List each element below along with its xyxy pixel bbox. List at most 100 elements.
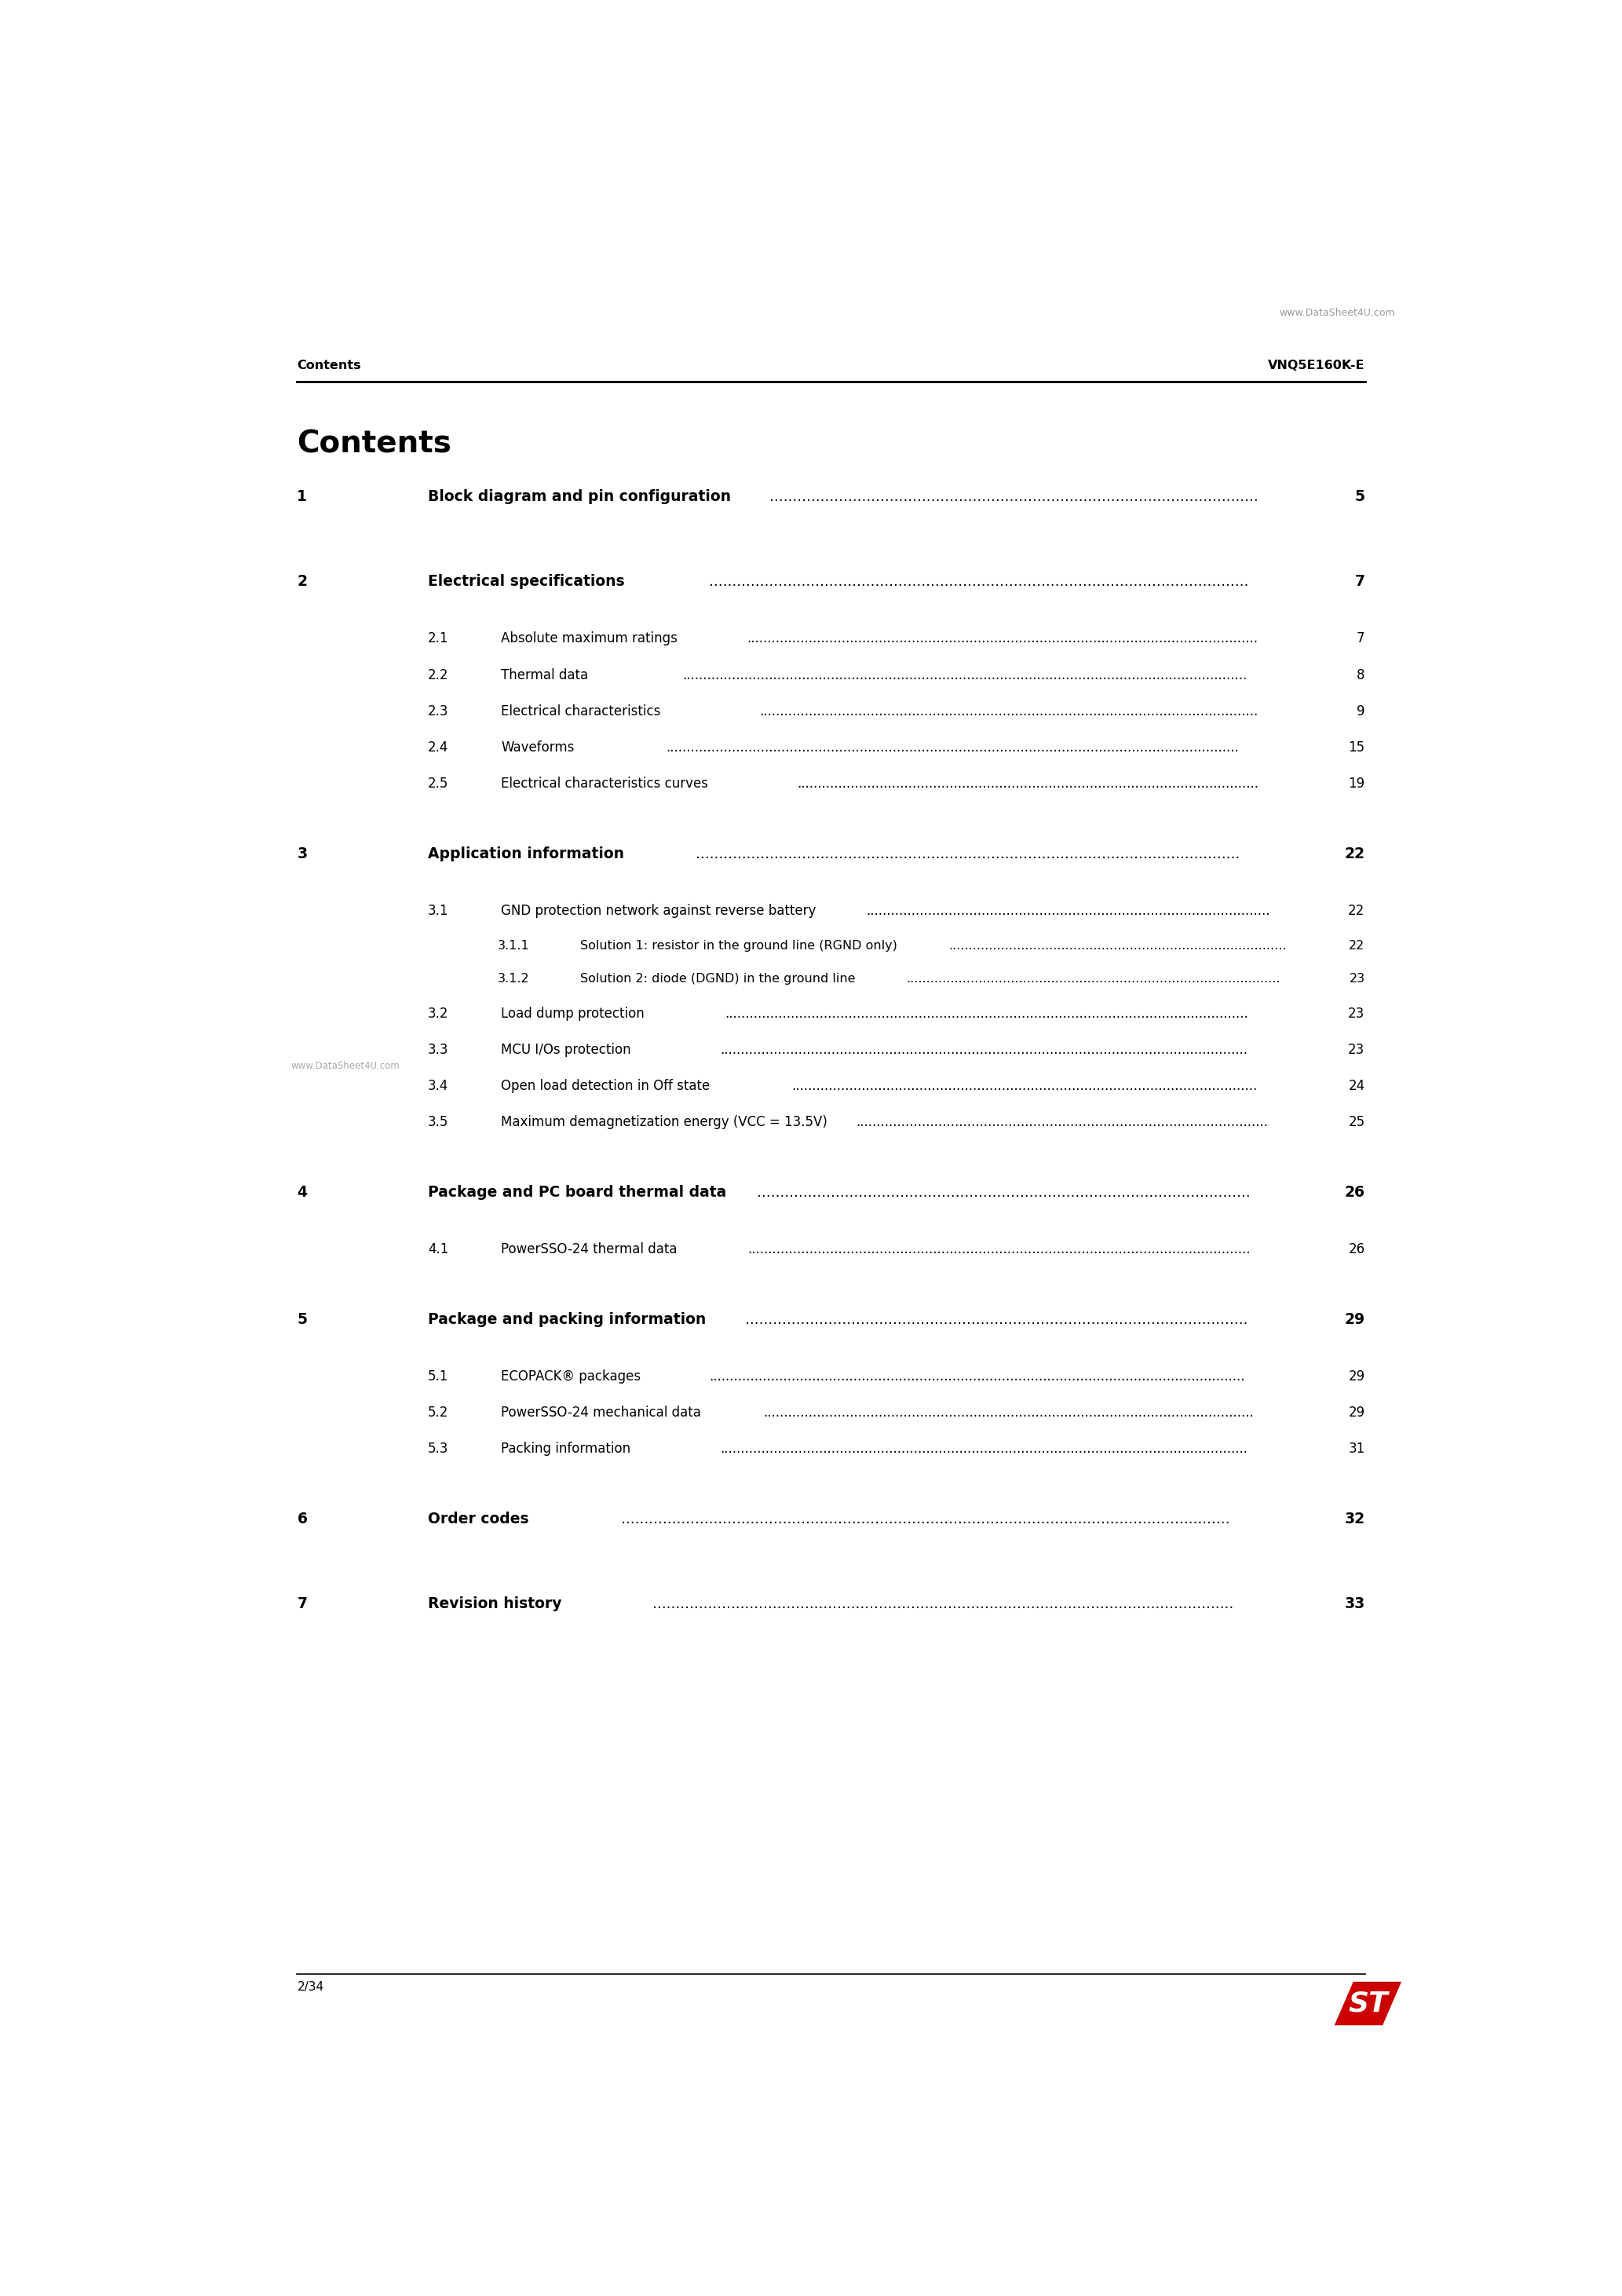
Text: ................................................................................: ........................................… [756, 1185, 1251, 1201]
Text: ST: ST [1348, 1991, 1388, 2016]
Text: 2.4: 2.4 [428, 742, 449, 755]
Text: 31: 31 [1348, 1442, 1364, 1456]
Text: 3: 3 [297, 847, 307, 861]
Text: 15: 15 [1348, 742, 1364, 755]
Text: 2: 2 [297, 574, 307, 590]
Text: 24: 24 [1348, 1079, 1364, 1093]
Text: Application information: Application information [428, 847, 624, 861]
Text: 7: 7 [297, 1596, 307, 1612]
Text: Thermal data: Thermal data [501, 668, 589, 682]
Text: ................................................................................: ........................................… [949, 939, 1286, 953]
Text: Electrical specifications: Electrical specifications [428, 574, 624, 590]
Text: PowerSSO-24 thermal data: PowerSSO-24 thermal data [501, 1242, 676, 1256]
Text: ................................................................................: ........................................… [744, 1311, 1247, 1327]
Text: Solution 2: diode (DGND) in the ground line: Solution 2: diode (DGND) in the ground l… [581, 974, 855, 985]
Text: 1: 1 [297, 489, 307, 505]
Text: 7: 7 [1356, 631, 1364, 645]
Text: ................................................................................: ........................................… [748, 1242, 1251, 1256]
Text: 2.3: 2.3 [428, 705, 449, 719]
Text: ................................................................................: ........................................… [720, 1442, 1247, 1456]
Text: 5.3: 5.3 [428, 1442, 449, 1456]
Text: ................................................................................: ........................................… [866, 905, 1270, 918]
Text: ................................................................................: ........................................… [665, 742, 1239, 755]
Text: 5.2: 5.2 [428, 1405, 449, 1419]
Text: 26: 26 [1345, 1185, 1364, 1201]
Text: Solution 1: resistor in the ground line (RGND only): Solution 1: resistor in the ground line … [581, 939, 897, 953]
Text: Load dump protection: Load dump protection [501, 1006, 644, 1022]
Text: 2.2: 2.2 [428, 668, 449, 682]
Text: 5: 5 [1354, 489, 1364, 505]
Text: 25: 25 [1348, 1116, 1364, 1130]
Text: 8: 8 [1356, 668, 1364, 682]
Text: Revision history: Revision history [428, 1596, 561, 1612]
Text: Waveforms: Waveforms [501, 742, 574, 755]
Polygon shape [1335, 1981, 1401, 2025]
Text: ................................................................................: ........................................… [759, 705, 1259, 719]
Text: 3.2: 3.2 [428, 1006, 449, 1022]
Text: Open load detection in Off state: Open load detection in Off state [501, 1079, 710, 1093]
Text: Contents: Contents [297, 360, 362, 372]
Text: 19: 19 [1348, 776, 1364, 790]
Text: Packing information: Packing information [501, 1442, 631, 1456]
Text: Electrical characteristics curves: Electrical characteristics curves [501, 776, 709, 790]
Text: VNQ5E160K-E: VNQ5E160K-E [1268, 360, 1364, 372]
Text: Package and PC board thermal data: Package and PC board thermal data [428, 1185, 727, 1201]
Text: 3.1.2: 3.1.2 [498, 974, 530, 985]
Text: 32: 32 [1345, 1511, 1364, 1527]
Text: ................................................................................: ........................................… [792, 1079, 1257, 1093]
Text: 3.5: 3.5 [428, 1116, 449, 1130]
Text: Electrical characteristics: Electrical characteristics [501, 705, 660, 719]
Text: 26: 26 [1348, 1242, 1364, 1256]
Text: 29: 29 [1348, 1368, 1364, 1384]
Text: ................................................................................: ........................................… [769, 489, 1259, 505]
Text: 3.1: 3.1 [428, 905, 449, 918]
Text: PowerSSO-24 mechanical data: PowerSSO-24 mechanical data [501, 1405, 701, 1419]
Text: ................................................................................: ........................................… [796, 776, 1259, 790]
Text: ................................................................................: ........................................… [856, 1116, 1268, 1130]
Text: ................................................................................: ........................................… [907, 974, 1280, 985]
Text: 3.3: 3.3 [428, 1042, 449, 1056]
Text: 29: 29 [1345, 1311, 1364, 1327]
Text: www.DataSheet4U.com: www.DataSheet4U.com [290, 1061, 401, 1070]
Text: 2.5: 2.5 [428, 776, 449, 790]
Text: ................................................................................: ........................................… [725, 1006, 1249, 1022]
Text: Order codes: Order codes [428, 1511, 529, 1527]
Text: ECOPACK® packages: ECOPACK® packages [501, 1368, 641, 1384]
Text: www.DataSheet4U.com: www.DataSheet4U.com [1280, 308, 1395, 319]
Text: 33: 33 [1345, 1596, 1364, 1612]
Text: 22: 22 [1350, 939, 1364, 953]
Text: 4: 4 [297, 1185, 307, 1201]
Text: ................................................................................: ........................................… [746, 631, 1259, 645]
Text: Package and packing information: Package and packing information [428, 1311, 706, 1327]
Text: ................................................................................: ........................................… [652, 1596, 1234, 1612]
Text: 2.1: 2.1 [428, 631, 449, 645]
Text: 7: 7 [1354, 574, 1364, 590]
Text: ................................................................................: ........................................… [696, 847, 1241, 861]
Text: ................................................................................: ........................................… [709, 1368, 1246, 1384]
Text: 5.1: 5.1 [428, 1368, 449, 1384]
Text: ................................................................................: ........................................… [683, 668, 1247, 682]
Text: 22: 22 [1348, 905, 1364, 918]
Text: 23: 23 [1348, 1042, 1364, 1056]
Text: Block diagram and pin configuration: Block diagram and pin configuration [428, 489, 732, 505]
Text: ................................................................................: ........................................… [621, 1511, 1229, 1527]
Text: ................................................................................: ........................................… [764, 1405, 1254, 1419]
Text: 5: 5 [297, 1311, 307, 1327]
Text: Absolute maximum ratings: Absolute maximum ratings [501, 631, 678, 645]
Text: Contents: Contents [297, 429, 451, 459]
Text: 3.1.1: 3.1.1 [498, 939, 530, 953]
Text: Maximum demagnetization energy (VCC = 13.5V): Maximum demagnetization energy (VCC = 13… [501, 1116, 827, 1130]
Text: GND protection network against reverse battery: GND protection network against reverse b… [501, 905, 816, 918]
Text: 9: 9 [1356, 705, 1364, 719]
Text: 4.1: 4.1 [428, 1242, 449, 1256]
Text: 23: 23 [1350, 974, 1364, 985]
Text: MCU I/Os protection: MCU I/Os protection [501, 1042, 631, 1056]
Text: 29: 29 [1348, 1405, 1364, 1419]
Text: 23: 23 [1348, 1006, 1364, 1022]
Text: ................................................................................: ........................................… [709, 574, 1249, 590]
Text: ................................................................................: ........................................… [720, 1042, 1247, 1056]
Text: 2/34: 2/34 [297, 1981, 324, 1993]
Text: 22: 22 [1345, 847, 1364, 861]
Text: 6: 6 [297, 1511, 307, 1527]
Text: 3.4: 3.4 [428, 1079, 449, 1093]
